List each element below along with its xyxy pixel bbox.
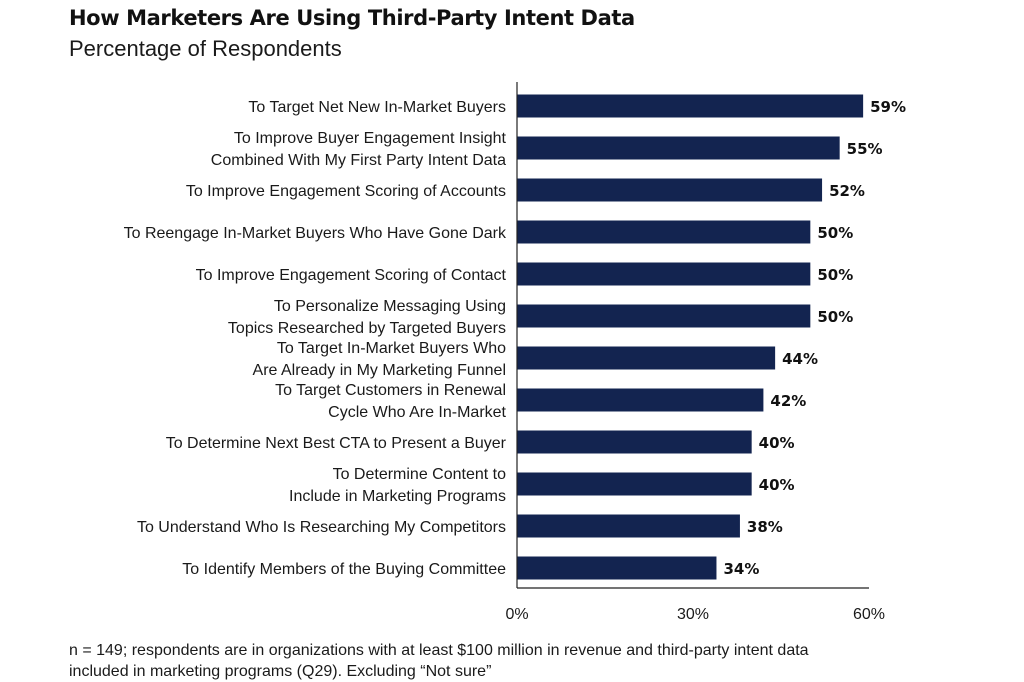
x-tick-label: 60%	[853, 606, 885, 623]
bar	[517, 262, 811, 286]
footnote-line-2: included in marketing programs (Q29). Ex…	[69, 663, 492, 680]
category-label: To Determine Content to	[333, 466, 507, 483]
bar-value-label: 42%	[770, 392, 806, 410]
bar-chart: 59% To Target Net New In-Market Buyers 55%…	[124, 82, 906, 623]
bar	[517, 430, 752, 454]
bar-value-label: 50%	[817, 266, 853, 284]
category-label: To Target In-Market Buyers Who	[277, 340, 506, 357]
category-label: Topics Researched by Targeted Buyers	[228, 320, 506, 337]
category-label: Combined With My First Party Intent Data	[211, 152, 506, 169]
bar	[517, 514, 740, 538]
bar	[517, 94, 864, 118]
bar-value-label: 40%	[759, 476, 795, 494]
category-label: To Target Customers in Renewal	[275, 382, 506, 399]
category-label: To Target Net New In-Market Buyers	[248, 99, 506, 116]
bar	[517, 472, 752, 496]
bar	[517, 178, 823, 202]
bar-value-label: 34%	[723, 560, 759, 578]
category-label: To Personalize Messaging Using	[274, 298, 506, 315]
bar-value-label: 50%	[817, 308, 853, 326]
bar	[517, 346, 776, 370]
category-label: To Determine Next Best CTA to Present a …	[166, 435, 507, 452]
bar-value-label: 44%	[782, 350, 818, 368]
bar	[517, 304, 811, 328]
category-label: To Improve Engagement Scoring of Account…	[186, 183, 506, 200]
bar-value-label: 40%	[759, 434, 795, 452]
category-label: To Reengage In-Market Buyers Who Have Go…	[124, 225, 507, 242]
bar	[517, 556, 717, 580]
x-tick-label: 30%	[677, 606, 709, 623]
footnote: n = 149; respondents are in organization…	[69, 640, 969, 682]
category-label: To Improve Buyer Engagement Insight	[234, 130, 507, 147]
chart-title: How Marketers Are Using Third-Party Inte…	[69, 6, 635, 30]
x-tick-label: 0%	[505, 606, 528, 623]
bar	[517, 388, 764, 412]
category-label: Include in Marketing Programs	[289, 488, 506, 505]
category-label: To Improve Engagement Scoring of Contact	[196, 267, 507, 284]
category-label: Are Already in My Marketing Funnel	[253, 362, 506, 379]
category-label: Cycle Who Are In-Market	[328, 404, 506, 421]
chart-subtitle: Percentage of Respondents	[69, 36, 342, 61]
bar-value-label: 52%	[829, 182, 865, 200]
bar-value-label: 38%	[747, 518, 783, 536]
category-label: To Identify Members of the Buying Commit…	[182, 561, 506, 578]
bar-value-label: 55%	[847, 140, 883, 158]
category-label: To Understand Who Is Researching My Comp…	[137, 519, 506, 536]
bar-value-label: 59%	[870, 98, 906, 116]
bar	[517, 136, 840, 160]
bar-value-label: 50%	[817, 224, 853, 242]
footnote-line-1: n = 149; respondents are in organization…	[69, 642, 809, 659]
bar	[517, 220, 811, 244]
